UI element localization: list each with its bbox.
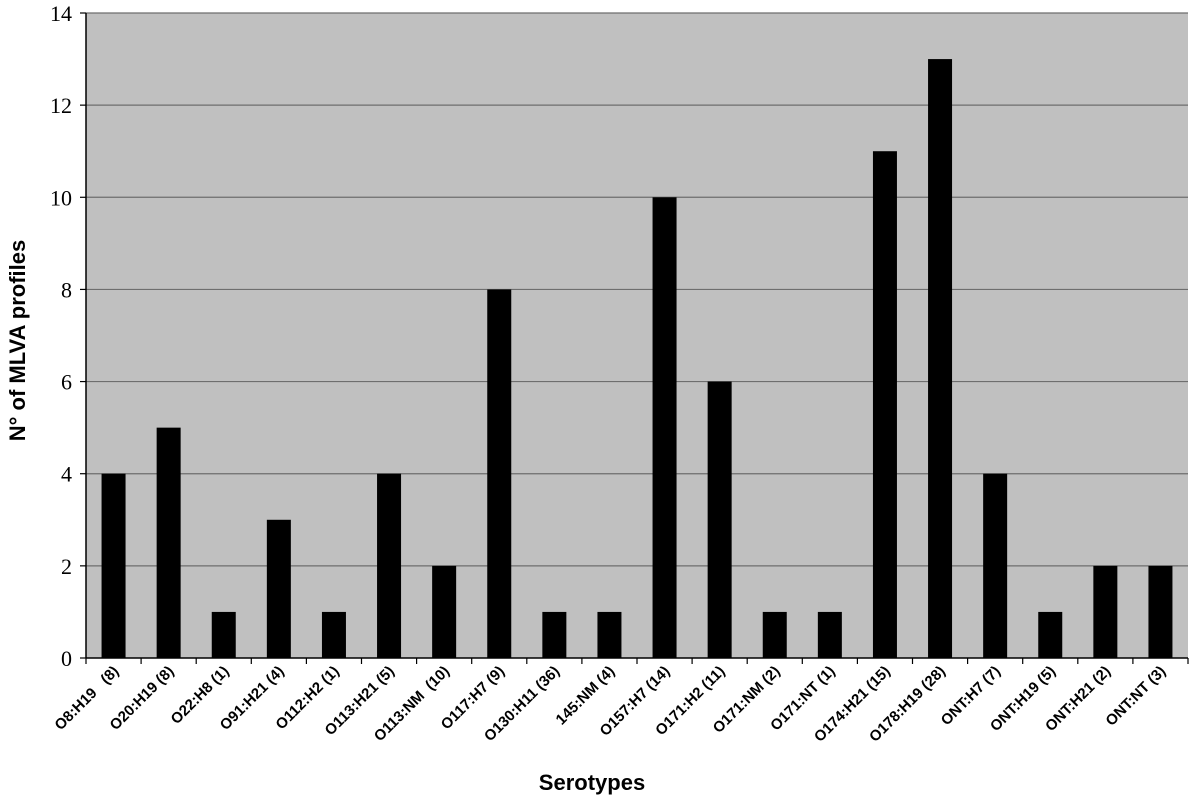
bar — [928, 59, 953, 659]
bar — [101, 473, 126, 658]
y-tick-label: 10 — [50, 185, 72, 210]
bar — [1038, 611, 1063, 658]
gridlines — [86, 12, 1188, 567]
bar — [487, 289, 512, 658]
bar — [211, 611, 236, 658]
bar — [266, 519, 291, 658]
y-tick-label: 8 — [61, 277, 72, 302]
bars — [101, 59, 1173, 659]
y-tick-label: 4 — [61, 462, 72, 487]
axes — [85, 13, 1189, 664]
y-tick-label: 2 — [61, 554, 72, 579]
plot-area — [86, 13, 1188, 658]
x-tick-labels: O8:H19 (8)O20:H19 (8)O22:H8 (1)O91:H21 (… — [51, 663, 1169, 746]
bar — [1148, 565, 1173, 658]
y-tick-label: 14 — [50, 1, 72, 26]
y-tick-label: 0 — [61, 646, 72, 671]
bar — [872, 151, 897, 658]
bar — [762, 611, 787, 658]
bar — [983, 473, 1008, 658]
y-axis-title: N° of MLVA profiles — [5, 240, 30, 442]
bar — [597, 611, 622, 658]
y-tick-label: 6 — [61, 370, 72, 395]
bar — [156, 427, 181, 658]
bar — [377, 473, 402, 658]
bar — [321, 611, 346, 658]
bar — [707, 381, 732, 658]
x-axis-title: Serotypes — [539, 770, 645, 795]
bar — [1093, 565, 1118, 658]
bar — [432, 565, 457, 658]
bar — [817, 611, 842, 658]
bar — [542, 611, 567, 658]
x-tick-label: ONT:NT (3) — [1102, 663, 1169, 730]
bar — [652, 197, 677, 659]
y-tick-label: 12 — [50, 93, 72, 118]
y-tick-labels: 0 2 4 6 8 10 12 14 — [50, 1, 86, 671]
